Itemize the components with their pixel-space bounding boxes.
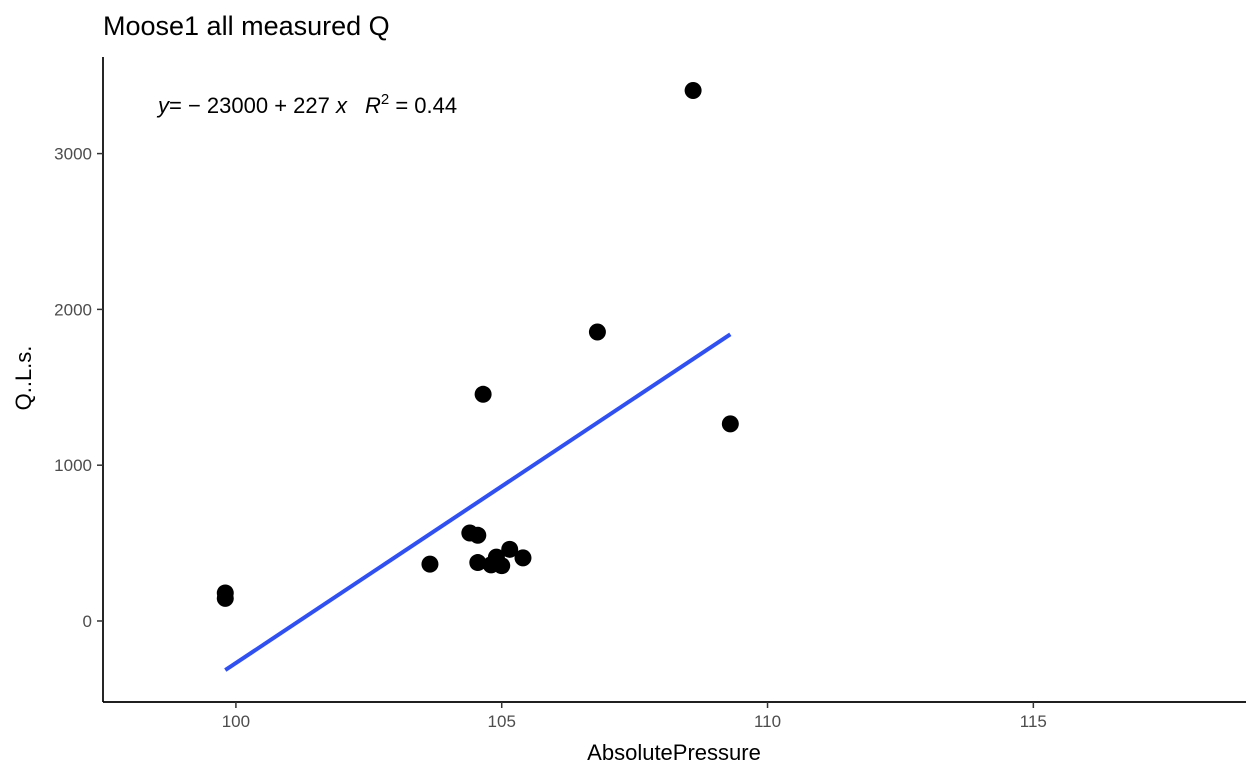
eq-y-var: y bbox=[156, 93, 171, 118]
data-point bbox=[721, 415, 739, 433]
y-tick-label: 1000 bbox=[54, 456, 92, 475]
data-point bbox=[474, 385, 492, 403]
y-tick-label: 3000 bbox=[54, 145, 92, 164]
regression-equation: y= − 23000 + 227 x R2 = 0.44 bbox=[156, 91, 457, 118]
data-point bbox=[469, 554, 487, 572]
eq-r-sup: 2 bbox=[381, 91, 389, 108]
eq-rhs: = − 23000 + 227 bbox=[169, 93, 336, 118]
x-tick-label: 115 bbox=[1020, 712, 1047, 731]
eq-x-var: x bbox=[335, 93, 348, 118]
fit-layer bbox=[224, 332, 732, 672]
x-tick-label: 100 bbox=[222, 712, 250, 731]
x-axis-title: AbsolutePressure bbox=[587, 740, 761, 765]
data-point bbox=[469, 526, 487, 544]
svg-text:y= − 23000 + 227 xR2 = 0.44: y= − 23000 + 227 x R2 = 0.44 bbox=[156, 91, 457, 118]
regression-line bbox=[224, 332, 732, 672]
data-point bbox=[501, 540, 519, 558]
data-point bbox=[684, 81, 702, 99]
data-point bbox=[493, 557, 511, 575]
data-point bbox=[421, 555, 439, 573]
x-tick-label: 110 bbox=[754, 712, 781, 731]
data-point bbox=[514, 549, 532, 567]
eq-r-var: R bbox=[365, 93, 381, 118]
y-tick-label: 2000 bbox=[54, 300, 92, 319]
data-point bbox=[588, 323, 606, 341]
points-layer bbox=[216, 81, 739, 607]
chart-title: Moose1 all measured Q bbox=[103, 11, 390, 41]
y-axis-title: Q..L.s. bbox=[11, 346, 36, 411]
x-tick-label: 105 bbox=[488, 712, 516, 731]
axes: 100 105 110 115 0 1000 2000 3000 bbox=[54, 57, 1246, 731]
eq-r-rhs: = 0.44 bbox=[389, 93, 457, 118]
y-tick-label: 0 bbox=[83, 612, 92, 631]
data-point bbox=[216, 589, 234, 607]
